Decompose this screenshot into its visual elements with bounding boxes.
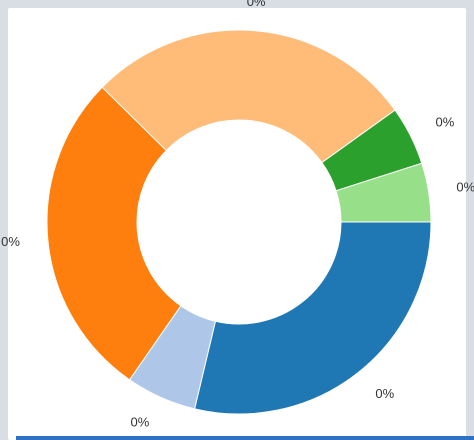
- donut-slice-6[interactable]: [335, 162, 432, 223]
- bottom-accent-bar: [16, 436, 474, 440]
- slice-label-2: 0%: [131, 414, 150, 429]
- donut-slices: [46, 29, 432, 415]
- donut-slice-3[interactable]: [46, 86, 182, 381]
- slice-label-4: 0%: [247, 0, 266, 9]
- donut-slice-4[interactable]: [101, 29, 396, 164]
- donut-slice-1[interactable]: [194, 221, 432, 415]
- slice-label-3: 0%: [1, 234, 20, 249]
- slice-label-1: 0%: [375, 386, 394, 401]
- slice-label-6: 0%: [456, 179, 474, 194]
- donut-labels: 0% 0% 0% 0% 0% 0%: [1, 0, 474, 429]
- slice-label-5: 0%: [435, 114, 454, 129]
